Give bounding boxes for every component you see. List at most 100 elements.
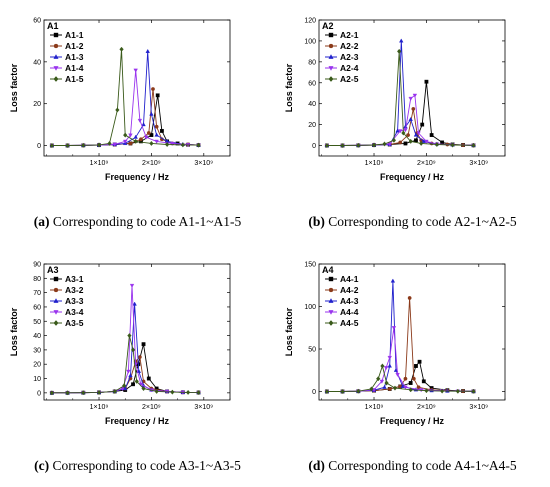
series-line-A1-1 <box>51 94 199 146</box>
x-axis-label: Frequency / Hz <box>105 416 170 426</box>
legend-marker <box>328 287 334 293</box>
legend-marker <box>328 310 334 315</box>
data-point-A1-5 <box>164 141 170 148</box>
y-tick-label: 40 <box>308 101 316 108</box>
legend-label-A4-4: A4-4 <box>340 307 359 317</box>
data-point-A1-5 <box>81 142 86 148</box>
data-point-A3-4 <box>129 283 135 288</box>
data-point-A4-4 <box>379 379 385 384</box>
series-line-A4-4 <box>326 327 474 392</box>
caption-c-text: Corresponding to code A3-1~A3-5 <box>49 458 241 473</box>
data-point-A3-5 <box>154 388 159 394</box>
data-point-A4-1 <box>414 364 418 368</box>
data-point-A4-4 <box>391 326 397 331</box>
x-tick-label: 2×10⁹ <box>142 160 161 167</box>
x-tick-label: 1×10⁹ <box>90 160 109 167</box>
y-tick-label: 0 <box>37 143 41 150</box>
data-point-A3-5 <box>112 388 117 394</box>
y-tick-label: 90 <box>33 262 41 269</box>
y-tick-label: 40 <box>33 59 41 66</box>
data-point-A1-2 <box>146 131 151 135</box>
y-tick-label: 0 <box>37 390 41 397</box>
data-point-A1-2 <box>139 137 143 142</box>
series-A2-1 <box>324 79 476 148</box>
data-point-A1-4 <box>154 139 159 144</box>
legend-label-A1-3: A1-3 <box>65 52 84 62</box>
chart-c: 1×10⁹ 2×10⁹ 3×10⁹ 0 10 20 30 40 50 60 70 80 90 Freque… <box>9 262 231 426</box>
y-tick-label: 100 <box>304 38 316 45</box>
caption-d-letter: (d) <box>308 458 325 473</box>
data-point-A2-4 <box>387 142 392 147</box>
caption-c: (c) Corresponding to code A3-1~A3-5 <box>0 458 275 474</box>
data-point-A4-2 <box>411 376 416 381</box>
data-point-A1-5 <box>133 138 138 144</box>
series-A2-2 <box>324 107 476 148</box>
y-tick-label: 80 <box>308 59 316 66</box>
x-axis-label: Frequency / Hz <box>380 416 445 426</box>
data-point-A2-3 <box>399 38 404 43</box>
y-tick-label: 60 <box>33 18 41 25</box>
data-point-A1-5 <box>115 107 120 113</box>
data-point-A4-4 <box>395 372 400 377</box>
series-A4-4 <box>324 326 476 394</box>
plot-frame <box>318 19 506 157</box>
data-point-A2-1 <box>424 79 429 84</box>
data-point-A4-4 <box>387 355 392 360</box>
series-line-A2-2 <box>326 108 474 146</box>
data-point-A1-3 <box>145 48 150 53</box>
series-A4-5 <box>324 363 476 395</box>
data-point-A4-2 <box>407 296 412 300</box>
caption-b: (b) Corresponding to code A2-1~A2-5 <box>275 214 550 230</box>
data-point-A1-4 <box>112 142 117 147</box>
legend-marker <box>328 54 334 59</box>
data-point-A2-3 <box>421 138 426 143</box>
data-point-A4-4 <box>403 385 408 390</box>
data-point-A2-5 <box>401 130 406 136</box>
data-point-A4-3 <box>390 278 396 283</box>
x-axis-label: Frequency / Hz <box>380 172 445 182</box>
data-point-A4-1 <box>417 359 422 364</box>
y-tick-label: 150 <box>304 262 316 269</box>
data-point-A2-4 <box>408 96 413 101</box>
data-point-A3-3 <box>132 301 137 306</box>
series-A2-4 <box>324 93 476 148</box>
data-point-A2-1 <box>440 140 445 145</box>
data-point-A4-4 <box>383 366 389 371</box>
legend-label-A2-2: A2-2 <box>340 41 359 51</box>
series-line-A2-1 <box>326 81 474 146</box>
data-point-A4-5 <box>380 363 385 369</box>
chart-panel-b: 1×10⁹ 2×10⁹ 3×10⁹ 0 20 40 60 80 100 120 Frequency … <box>275 0 550 243</box>
data-point-A3-5 <box>196 390 201 396</box>
legend-label-A1-4: A1-4 <box>65 63 84 73</box>
legend-label-A2-1: A2-1 <box>340 30 359 40</box>
y-tick-label: 100 <box>304 304 316 311</box>
data-point-A1-3 <box>133 134 138 139</box>
data-point-A3-5 <box>185 389 191 395</box>
data-point-A4-5 <box>392 385 398 391</box>
data-point-A2-5 <box>391 137 397 143</box>
data-point-A4-5 <box>369 386 374 392</box>
data-point-A1-3 <box>141 122 146 127</box>
data-point-A2-4 <box>424 139 429 144</box>
legend-marker <box>53 310 59 315</box>
panel-title: A4 <box>322 265 334 275</box>
data-point-A2-4 <box>412 93 418 98</box>
data-point-A1-2 <box>128 141 133 146</box>
chart-a: 1×10⁹ 2×10⁹ 3×10⁹ 0 20 40 60 Frequency / Hz Loss… <box>9 18 231 182</box>
data-point-A3-5 <box>134 378 139 384</box>
data-point-A2-4 <box>416 131 421 136</box>
x-tick-label: 2×10⁹ <box>142 404 161 411</box>
y-axis-label: Loss factor <box>9 307 19 356</box>
data-point-A4-5 <box>455 388 460 394</box>
x-tick-label: 3×10⁹ <box>194 160 213 167</box>
legend-label-A2-3: A2-3 <box>340 52 359 62</box>
data-point-A4-5 <box>384 380 389 386</box>
series-A1-1 <box>49 93 201 148</box>
caption-a-text: Corresponding to code A1-1~A1-5 <box>49 214 242 229</box>
data-point-A2-5 <box>408 138 413 144</box>
data-point-A4-1 <box>408 381 413 385</box>
data-point-A1-5 <box>180 142 185 148</box>
data-point-A4-2 <box>403 376 408 381</box>
y-tick-label: 50 <box>308 347 316 354</box>
data-point-A2-5 <box>434 141 440 148</box>
